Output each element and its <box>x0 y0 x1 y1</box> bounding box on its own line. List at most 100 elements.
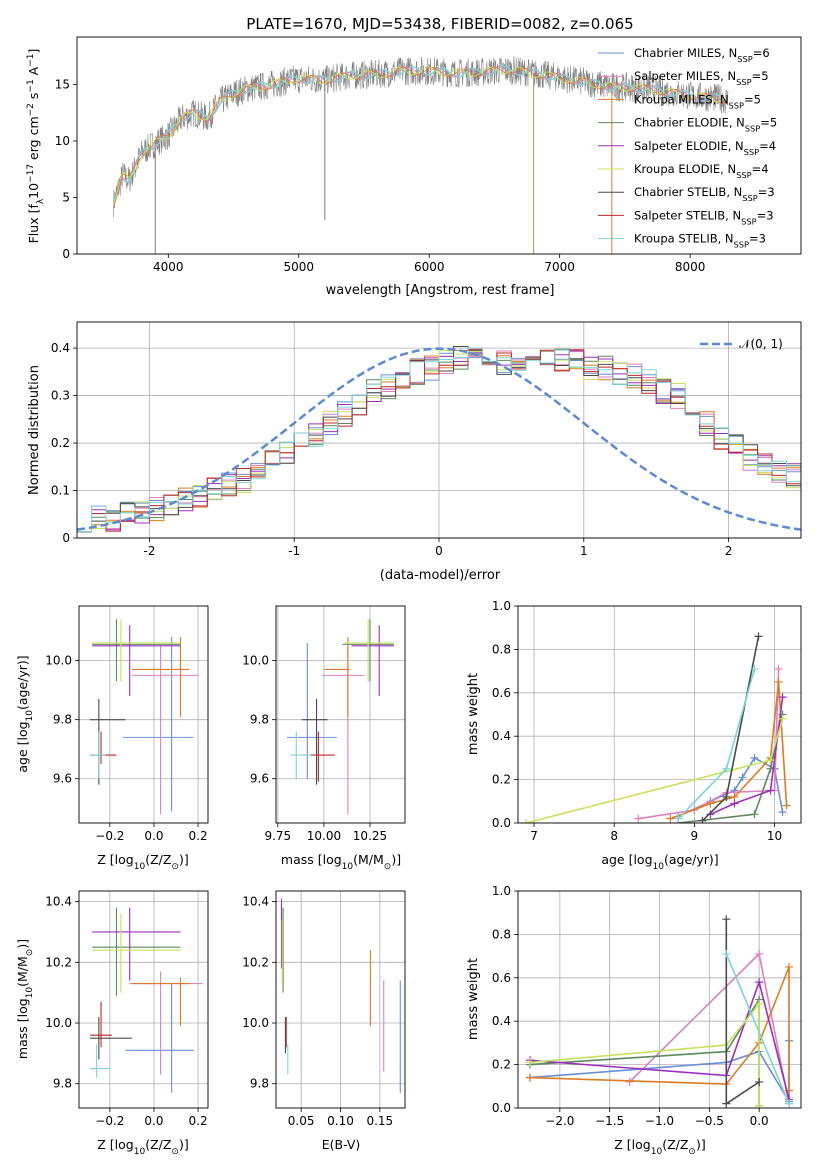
y-axis-label: mass [log10(M/M⊙)] <box>15 939 35 1059</box>
figure-title: PLATE=1670, MJD=53438, FIBERID=0082, z=0… <box>246 15 633 33</box>
x-axis-label: Z [log10(Z/Z⊙)] <box>97 1137 188 1157</box>
y-tick-label: 9.8 <box>53 713 72 727</box>
weight-marker <box>782 801 791 810</box>
weight-line <box>638 668 780 820</box>
x-tick-label: 1 <box>580 544 588 558</box>
panel-residuals: -2 -1 0 1 2 0 0.1 0.2 0.3 0.4 𝒩(0, 1) (data-model)/… <box>27 321 802 583</box>
weight-line <box>529 979 790 1100</box>
y-tick-label: 0.4 <box>492 1014 511 1028</box>
weight-line <box>525 718 784 823</box>
y-tick-label: 10 <box>55 134 70 148</box>
weight-line <box>710 696 784 816</box>
weight-marker <box>754 632 763 641</box>
y-tick-label: 10.4 <box>242 895 269 909</box>
weight-line <box>670 681 788 820</box>
axes-frame <box>78 890 209 1109</box>
legend-entry: 𝒩(0, 1) <box>739 337 783 351</box>
legend: Chabrier MILES, NSSP=6 Salpeter MILES, NS… <box>598 46 777 250</box>
weight-marker <box>755 999 764 1008</box>
panel-z_age: −0.2 0.0 0.2 9.6 9.8 10.0 Z [log10(Z/Z⊙)] age [… <box>15 605 209 872</box>
plot-area <box>77 346 801 533</box>
y-tick-label: 10.4 <box>45 895 72 909</box>
y-tick-label: 0.0 <box>492 1101 511 1115</box>
y-tick-label: 10.0 <box>242 1016 269 1030</box>
weight-marker <box>774 677 783 686</box>
x-axis-label: (data-model)/error <box>380 568 501 583</box>
x-tick-label: 0.2 <box>189 1114 208 1128</box>
y-tick-label: 0.0 <box>492 816 511 830</box>
weight-marker <box>778 693 787 702</box>
axes-frame <box>78 605 209 824</box>
x-tick-label: 0.10 <box>327 1114 354 1128</box>
weight-marker <box>706 810 715 819</box>
legend-entry: Kroupa STELIB, NSSP=3 <box>634 232 766 250</box>
y-tick-label: 10.2 <box>242 955 269 969</box>
histogram-step <box>77 347 801 533</box>
y-tick-label: 0.4 <box>492 729 511 743</box>
x-tick-label: 6000 <box>414 260 445 274</box>
plot-area <box>287 619 394 815</box>
x-tick-label: −0.2 <box>95 1114 124 1128</box>
axes-frame <box>275 605 406 824</box>
y-tick-label: 0.3 <box>51 389 70 403</box>
y-axis-label: mass weight <box>466 958 481 1040</box>
y-tick-label: 0.2 <box>492 773 511 787</box>
panel-z_weight: −2.0 −1.5 −1.0 −0.5 0.0 0.0 0.2 0.4 0.6 0.8 1.0 Z [… <box>466 884 802 1157</box>
x-tick-label: 7 <box>530 829 538 843</box>
observed-spectrum <box>113 56 729 218</box>
plot-area <box>525 915 794 1108</box>
x-axis-label: Z [log10(Z/Z⊙)] <box>97 852 188 872</box>
axes-frame <box>517 605 802 824</box>
x-axis-label: E(B-V) <box>322 1137 361 1152</box>
weight-marker <box>738 773 747 782</box>
plot-area <box>90 907 203 1093</box>
y-tick-label: 10.0 <box>242 654 269 668</box>
weight-marker <box>750 753 759 762</box>
x-tick-label: −2.0 <box>545 1114 574 1128</box>
y-tick-label: 0 <box>62 531 70 545</box>
y-axis-label: Normed distribution <box>27 365 42 495</box>
weight-marker <box>525 1073 534 1082</box>
x-tick-label: -2 <box>143 544 155 558</box>
weight-marker <box>722 764 731 773</box>
x-tick-label: -1 <box>288 544 300 558</box>
y-tick-label: 0.2 <box>51 436 70 450</box>
weight-marker <box>755 949 764 958</box>
x-tick-label: 4000 <box>153 260 184 274</box>
panel-mass_age: 9.75 10.00 10.25 9.6 9.8 10.0 mass [log10(M/M⊙… <box>242 605 406 872</box>
y-tick-label: 10.0 <box>45 1016 72 1030</box>
plot-area <box>112 56 729 254</box>
legend-entry: Salpeter STELIB, NSSP=3 <box>634 208 774 226</box>
x-tick-label: 10.00 <box>307 829 341 843</box>
x-tick-label: 9 <box>691 829 699 843</box>
y-axis-label: age [log10(age/yr)] <box>15 655 35 772</box>
legend-entry: Kroupa ELODIE, NSSP=4 <box>634 162 769 180</box>
weight-marker <box>525 1058 534 1067</box>
y-tick-label: 1.0 <box>492 599 511 613</box>
axes-frame <box>76 321 802 539</box>
y-tick-label: 0.6 <box>492 686 511 700</box>
weight-marker <box>522 819 531 823</box>
y-tick-label: 9.8 <box>250 1077 269 1091</box>
x-axis-label: Z [log10(Z/Z⊙)] <box>614 1137 705 1157</box>
weight-marker <box>722 915 731 924</box>
x-tick-label: 8 <box>610 829 618 843</box>
x-tick-label: −1.5 <box>595 1114 624 1128</box>
y-axis-label: Flux [fλ10−17 erg cm−2 s−1 A−1] <box>26 49 46 244</box>
plot-area <box>522 632 791 823</box>
plot-area <box>90 619 199 815</box>
weight-marker <box>666 814 675 823</box>
weight-marker <box>674 814 683 823</box>
weight-marker <box>634 814 643 823</box>
x-tick-label: 5000 <box>283 260 314 274</box>
axes-frame <box>517 890 802 1109</box>
legend-entry: Chabrier STELIB, NSSP=3 <box>634 185 775 203</box>
weight-line <box>529 1001 760 1106</box>
x-tick-label: 8000 <box>675 260 706 274</box>
weight-line <box>677 668 756 820</box>
weight-marker <box>722 1099 731 1108</box>
x-tick-label: −0.2 <box>95 829 124 843</box>
x-axis-label: mass [log10(M/M⊙)] <box>281 852 401 872</box>
weight-marker <box>785 962 794 971</box>
